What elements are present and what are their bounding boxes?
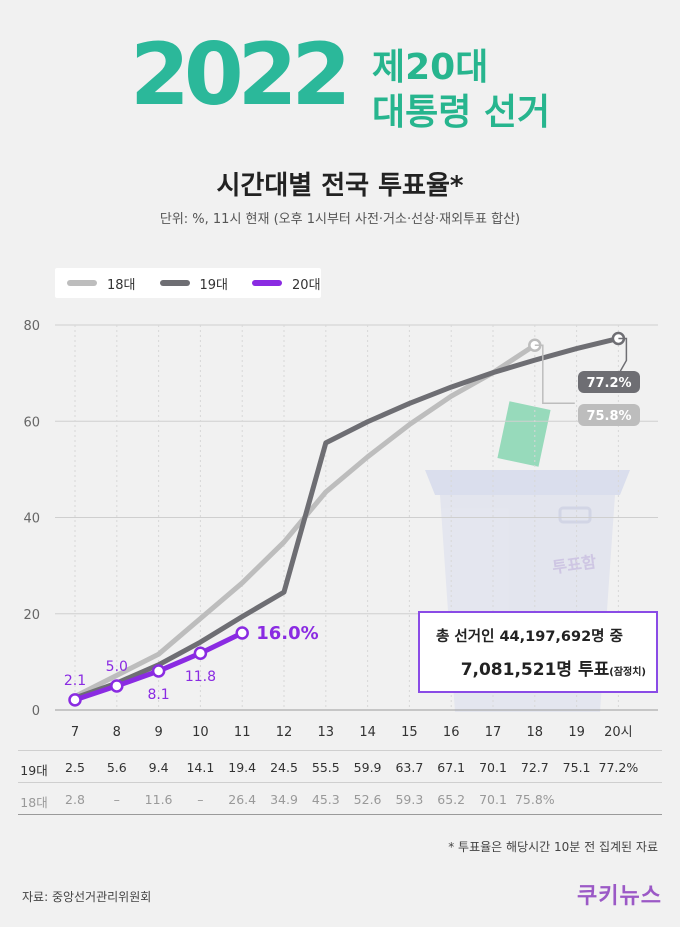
table-row: 18대 2.8 – 11.6 – 26.4 34.9 45.3 52.6 59.3 65.2 70.1… xyxy=(0,792,680,822)
x-tick-label: 9 xyxy=(154,725,162,740)
table-row: 19대 2.5 5.6 9.4 14.1 19.4 24.5 55.5 59.9 63.7 67.1… xyxy=(0,760,680,790)
table-cell: 19.4 xyxy=(228,760,257,775)
summary-provisional-note: (잠정치) xyxy=(609,667,646,678)
y-tick-label: 80 xyxy=(23,319,40,334)
legend-label-18: 18대 xyxy=(107,277,136,293)
series-18-line xyxy=(72,342,538,700)
series-19-line xyxy=(72,335,621,701)
series-20-point xyxy=(151,664,166,678)
x-tick-label: 16 xyxy=(443,725,460,740)
table-cell: 14.1 xyxy=(186,760,215,775)
table-cell: 59.3 xyxy=(395,792,424,807)
table-cell: 75.8% xyxy=(514,792,555,807)
table-cell: 67.1 xyxy=(437,760,466,775)
table-cell: 52.6 xyxy=(353,792,382,807)
x-tick-label: 8 xyxy=(113,725,121,740)
legend-swatch-20 xyxy=(252,280,283,286)
summary-line-1: 총 선거인 44,197,692명 중 xyxy=(436,629,623,645)
legend: 18대 19대 20대 xyxy=(55,268,321,298)
table-cell: 72.7 xyxy=(520,760,549,775)
table-cell: 63.7 xyxy=(395,760,424,775)
table-row-label: 18대 xyxy=(20,795,48,810)
series-18-callout-line xyxy=(534,344,575,404)
table-cell: – xyxy=(113,792,120,807)
title-line-1: 제20대 xyxy=(372,47,489,88)
series-20-point xyxy=(68,693,82,707)
series-18-end-label: 75.8% xyxy=(586,409,631,424)
table-cell: 9.4 xyxy=(148,760,169,775)
table-cell: 59.9 xyxy=(353,760,382,775)
series-20-data-label: 8.1 xyxy=(147,687,169,703)
x-tick-label: 14 xyxy=(359,725,376,740)
table-cell: 70.1 xyxy=(479,792,507,807)
table-cell: 5.6 xyxy=(106,760,127,775)
legend-swatch-18 xyxy=(67,280,97,286)
table-cell: 65.2 xyxy=(437,792,466,807)
series-19-end-label-bg xyxy=(578,371,640,393)
table-cell: 26.4 xyxy=(228,792,257,807)
legend-item-18: 18대 xyxy=(67,274,136,293)
x-tick-label: 11 xyxy=(234,725,251,740)
table-cell: 2.8 xyxy=(65,792,85,807)
table-cell: 45.3 xyxy=(311,792,340,807)
x-tick-label: 19 xyxy=(568,725,585,740)
table-cell: 34.9 xyxy=(270,792,298,807)
table-cell: 77.2% xyxy=(598,760,639,775)
series-20-point xyxy=(235,626,249,640)
table-cell: 75.1 xyxy=(562,760,591,775)
unit-note: 단위: %, 11시 현재 (오후 1시부터 사전·거소·선상·재외투표 합산) xyxy=(159,212,521,227)
table-divider xyxy=(18,750,662,751)
footnote: * 투표율은 해당시간 10분 전 집계된 자료 xyxy=(448,840,658,854)
series-20-point xyxy=(110,679,124,693)
legend-label-20: 20대 xyxy=(292,277,321,293)
ballot-box-handle xyxy=(558,506,592,524)
series-20-data-label: 2.1 xyxy=(64,673,86,689)
title-line-2: 대통령 선거 xyxy=(372,92,551,133)
summary-votes: 7,081,521명 투표 xyxy=(460,660,610,680)
x-tick-label: 18 xyxy=(527,725,544,740)
y-tick-label: 20 xyxy=(23,608,40,623)
series-20-point xyxy=(193,646,208,660)
y-tick-label: 60 xyxy=(23,415,40,430)
x-tick-label: 7 xyxy=(71,725,79,740)
summary-line-2: 7,081,521명 투표(잠정치) xyxy=(461,655,646,680)
x-tick-label: 13 xyxy=(318,725,335,740)
x-tick-label: 20시 xyxy=(604,725,633,740)
table-cell: – xyxy=(197,792,204,807)
table-cell: 11.6 xyxy=(144,792,173,807)
legend-item-20: 20대 xyxy=(252,274,321,293)
source-note: 자료: 중앙선거관리위원회 xyxy=(22,890,152,904)
ballot-box-lid xyxy=(425,470,630,495)
series-19-callout-line xyxy=(617,337,628,375)
legend-label-19: 19대 xyxy=(199,277,229,293)
x-tick-label: 12 xyxy=(276,725,293,740)
legend-swatch-19 xyxy=(159,280,190,286)
table-divider xyxy=(18,814,662,815)
table-row-label: 19대 xyxy=(20,763,48,778)
x-tick-label: 17 xyxy=(485,725,502,740)
table-cell: 2.5 xyxy=(65,760,85,775)
series-20-data-label: 5.0 xyxy=(106,659,128,675)
table-cell: 24.5 xyxy=(270,760,298,775)
series-20-data-label: 11.8 xyxy=(185,669,216,685)
table-cell: 70.1 xyxy=(479,760,507,775)
y-tick-label: 40 xyxy=(23,512,40,527)
summary-box: 총 선거인 44,197,692명 중 7,081,521명 투표(잠정치) xyxy=(418,611,658,693)
legend-item-19: 19대 xyxy=(159,274,229,293)
x-tick-label: 15 xyxy=(401,725,418,740)
x-tick-label: 10 xyxy=(192,725,209,740)
year-title: 2022 xyxy=(130,25,351,125)
series-18-end-label-bg xyxy=(578,404,640,426)
series-20-end-label: 16.0% xyxy=(256,623,318,644)
table-divider xyxy=(18,782,662,783)
publisher-logo: 쿠키뉴스 xyxy=(577,884,662,909)
y-tick-label: 0 xyxy=(32,704,40,719)
ballot-paper xyxy=(497,401,551,467)
series-19-end-label: 77.2% xyxy=(586,376,631,391)
table-cell: 55.5 xyxy=(311,760,340,775)
chart-subtitle: 시간대별 전국 투표율* xyxy=(216,171,464,201)
